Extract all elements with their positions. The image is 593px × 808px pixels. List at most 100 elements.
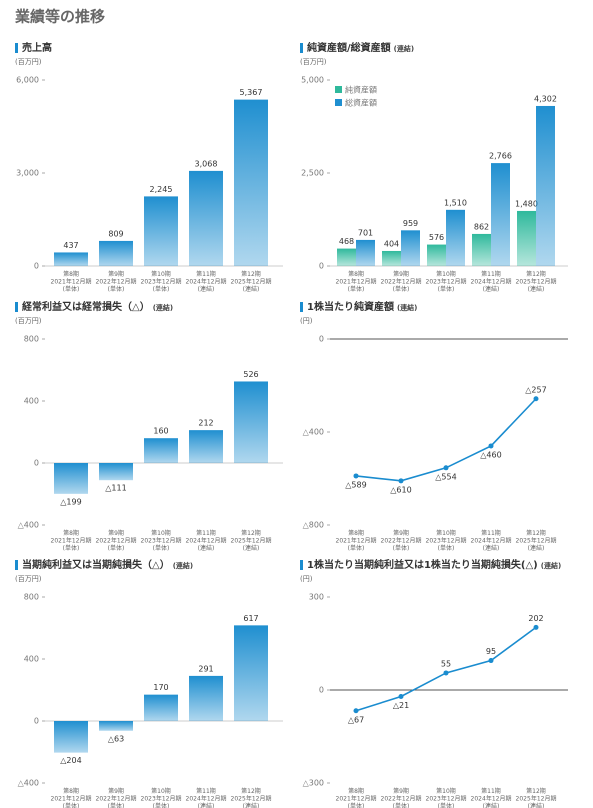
x-tick-line: 第10期: [151, 270, 171, 278]
bar: [99, 463, 133, 481]
unit-label: (百万円): [15, 58, 42, 66]
value-label: 617: [243, 614, 258, 623]
x-tick-line: 2024年12月期: [186, 536, 227, 544]
x-tick-label: 第8期 2021年12月期(単体): [336, 270, 377, 293]
x-tick-line: 第9期: [393, 787, 409, 795]
x-tick-line: (単体): [393, 544, 410, 552]
y-tick-label: △800: [303, 521, 324, 530]
x-tick-line: 2025年12月期: [231, 536, 272, 544]
x-tick-label: 第12期 2025年12月期(連結): [516, 529, 557, 552]
point: [353, 708, 359, 714]
x-tick-label: 第11期 2024年12月期(連結): [471, 270, 512, 293]
y-tick-label: 0: [34, 262, 39, 271]
x-tick-line: (単体): [63, 802, 80, 808]
x-tick-line: (連結): [528, 285, 545, 293]
value-label: 468: [339, 237, 354, 246]
x-tick-line: 第11期: [481, 529, 501, 537]
value-label: △199: [60, 497, 81, 506]
value-label: △554: [435, 472, 456, 481]
page-title: 業績等の推移: [14, 8, 105, 26]
x-tick-line: 2021年12月期: [336, 794, 377, 802]
x-tick-line: 第10期: [436, 529, 456, 537]
value-label: 701: [358, 228, 373, 237]
x-tick-line: (単体): [348, 802, 365, 808]
y-tick-label: 800: [24, 335, 39, 344]
x-tick-line: 2021年12月期: [51, 536, 92, 544]
x-tick-label: 第9期 2022年12月期(単体): [96, 270, 137, 293]
value-label: 404: [384, 239, 399, 248]
value-label: △111: [105, 484, 126, 493]
y-tick-label: 0: [34, 459, 39, 468]
chart-note: (連結): [173, 561, 193, 570]
value-label: 862: [474, 222, 489, 231]
x-tick-line: (単体): [63, 285, 80, 293]
x-tick-label: 第10期 2023年12月期(単体): [141, 787, 182, 808]
x-tick-label: 第12期 2025年12月期(連結): [231, 529, 272, 552]
y-tick-label: 0: [319, 262, 324, 271]
value-label: △21: [393, 701, 409, 710]
x-tick-line: 2022年12月期: [381, 794, 422, 802]
y-tick-label: 2,500: [301, 169, 324, 178]
x-tick-line: (単体): [438, 285, 455, 293]
x-tick-label: 第9期 2022年12月期(単体): [381, 270, 422, 293]
value-label: 1,480: [515, 199, 538, 208]
x-tick-line: 第11期: [481, 787, 501, 795]
point: [353, 473, 359, 479]
y-tick-label: 5,000: [301, 76, 324, 85]
bar: [356, 239, 375, 266]
x-tick-line: 2025年12月期: [516, 536, 557, 544]
x-tick-line: 2025年12月期: [231, 277, 272, 285]
x-tick-label: 第8期 2021年12月期(単体): [336, 787, 377, 808]
x-tick-line: (連結): [243, 285, 260, 293]
x-tick-line: (連結): [198, 544, 215, 552]
x-tick-line: (連結): [528, 802, 545, 808]
chart-note: (連結): [153, 303, 173, 312]
value-label: 95: [486, 647, 496, 656]
x-tick-label: 第8期 2021年12月期(単体): [336, 529, 377, 552]
y-tick-label: 0: [319, 335, 324, 344]
bar: [491, 163, 510, 266]
x-tick-line: (連結): [198, 285, 215, 293]
value-label: 959: [403, 219, 418, 228]
x-tick-label: 第8期 2021年12月期(単体): [51, 787, 92, 808]
legend-label: 純資産額: [345, 85, 377, 95]
unit-label: (百万円): [15, 317, 42, 325]
x-tick-line: 第9期: [108, 529, 124, 537]
bar: [54, 721, 88, 753]
x-tick-line: (単体): [108, 802, 125, 808]
value-label: 576: [429, 233, 444, 242]
x-tick-line: 2022年12月期: [96, 794, 137, 802]
x-tick-line: (単体): [108, 285, 125, 293]
bar: [99, 721, 133, 731]
x-tick-label: 第10期 2023年12月期(単体): [426, 787, 467, 808]
value-label: △589: [345, 480, 366, 489]
x-tick-line: 2024年12月期: [471, 794, 512, 802]
bar: [472, 233, 491, 266]
x-tick-line: (単体): [108, 544, 125, 552]
x-tick-label: 第11期 2024年12月期(連結): [186, 270, 227, 293]
value-label: △204: [60, 756, 81, 765]
x-tick-line: 2023年12月期: [426, 794, 467, 802]
x-tick-line: 2024年12月期: [186, 794, 227, 802]
value-label: 4,302: [534, 94, 557, 103]
value-label: 437: [63, 241, 78, 250]
value-label: 809: [108, 229, 123, 238]
x-tick-line: (連結): [483, 285, 500, 293]
title-marker: [300, 302, 303, 312]
x-tick-line: 第8期: [63, 529, 79, 537]
y-tick-label: 400: [24, 655, 39, 664]
x-tick-line: 第8期: [63, 787, 79, 795]
legend-swatch: [335, 99, 342, 106]
bar: [144, 694, 178, 721]
y-tick-label: 400: [24, 397, 39, 406]
x-tick-line: (単体): [438, 802, 455, 808]
point: [443, 465, 449, 471]
x-tick-line: 第12期: [241, 270, 261, 278]
title-marker: [300, 43, 303, 53]
bar: [536, 105, 555, 266]
x-tick-line: 第10期: [436, 270, 456, 278]
x-tick-line: (単体): [348, 544, 365, 552]
bar: [234, 625, 268, 721]
value-label: 1,510: [444, 198, 467, 207]
